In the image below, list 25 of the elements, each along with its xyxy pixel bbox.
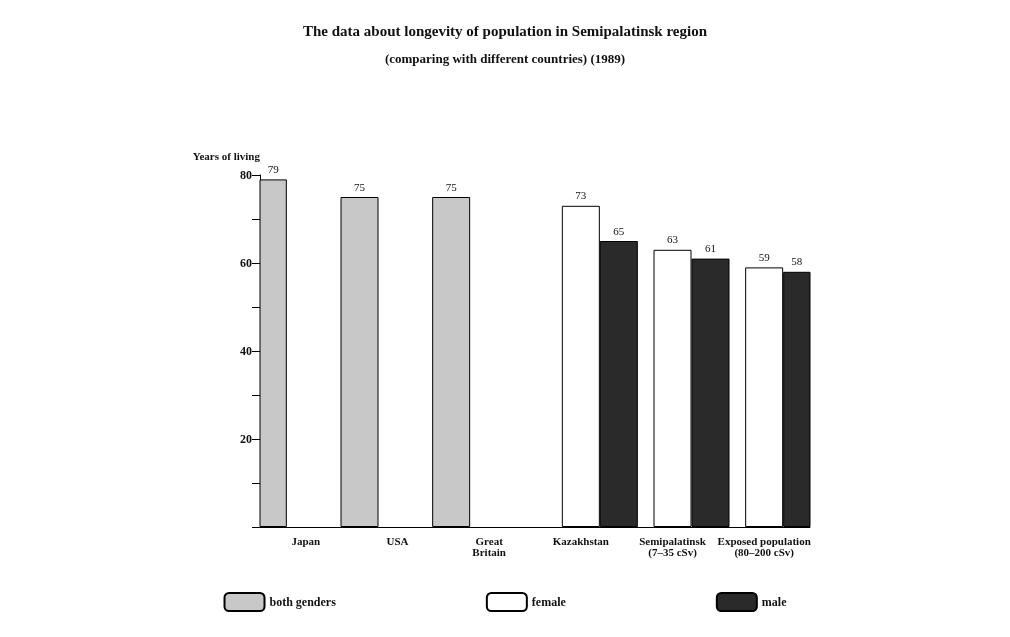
data-label: 73 [575,189,587,202]
chart-subtitle: (comparing with different countries) (1989) [384,51,626,66]
data-label: 75 [354,180,366,193]
x-tick-label: Semipalatinsk (7–35 cSv) [639,534,707,559]
legend-label: male [761,595,788,609]
data-label: 59 [758,250,771,263]
y-tick-label: 80 [240,168,252,182]
x-tick-label: Exposed population (80–200 cSv) [717,534,811,559]
data-label: 63 [667,233,679,246]
data-label: 75 [445,180,458,193]
y-tick-label: 60 [240,256,252,270]
data-label: 79 [267,162,280,175]
y-tick-label: 40 [240,344,252,358]
legend-label: female [531,595,567,609]
data-label: 65 [613,224,625,237]
x-tick-label: Great Britain [472,534,506,558]
legend-label: both genders [269,595,337,609]
data-label: 61 [705,242,716,255]
y-axis-title: Years of living [192,149,261,162]
y-tick-label: 20 [240,432,252,446]
x-tick-label: USA [386,534,409,547]
data-label: 58 [791,255,803,268]
chart-title: The data about longevity of population in Semipalatinsk region [303,22,708,39]
x-tick-label: Kazakhstan [552,534,609,547]
x-tick-label: Japan [291,534,321,547]
